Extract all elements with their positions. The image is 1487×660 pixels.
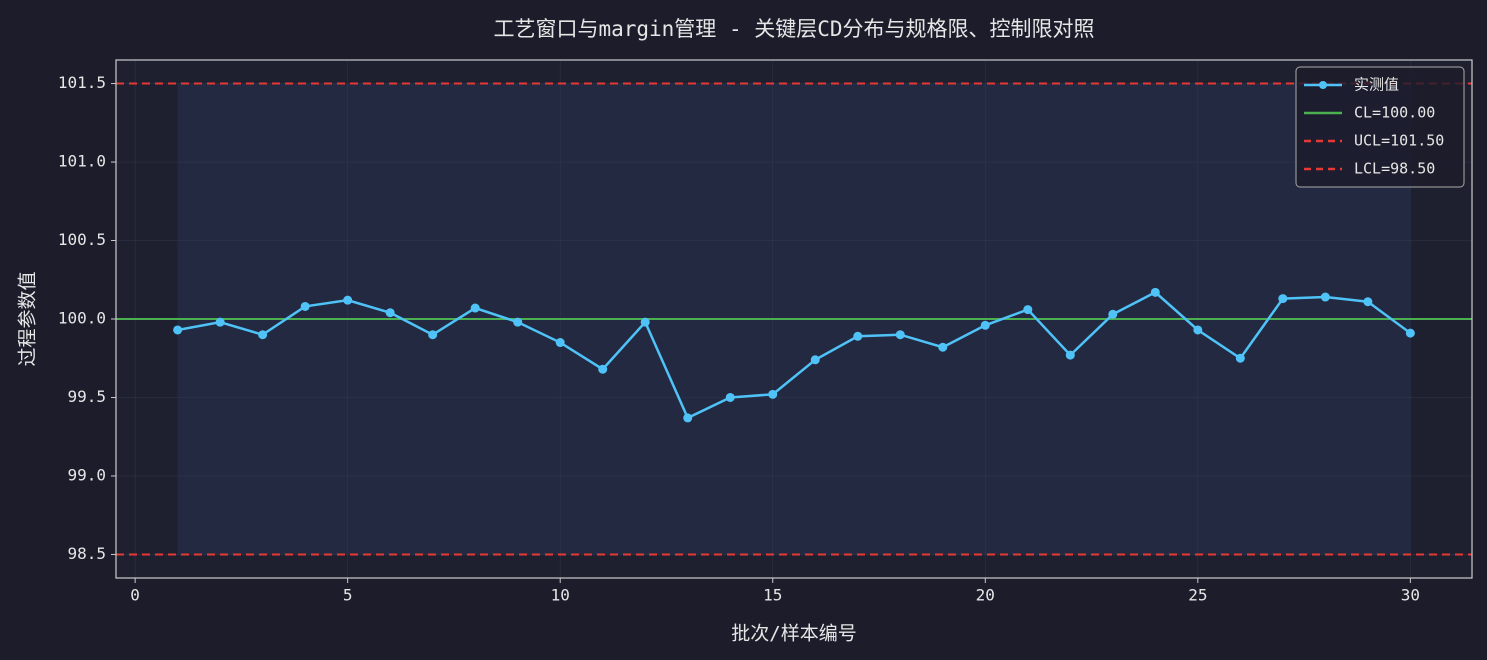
y-axis-label: 过程参数值 xyxy=(17,271,39,366)
data-point xyxy=(768,389,778,399)
legend-label: CL=100.00 xyxy=(1354,104,1435,122)
x-tick-label: 30 xyxy=(1401,586,1420,605)
data-line xyxy=(177,290,1412,420)
x-axis-label: 批次/样本编号 xyxy=(731,623,856,645)
data-point xyxy=(1363,297,1373,307)
y-tick-label: 98.5 xyxy=(67,544,106,563)
data-point xyxy=(173,325,183,335)
data-point xyxy=(1320,292,1330,302)
data-point xyxy=(555,338,565,348)
legend-box xyxy=(1295,66,1465,188)
x-tick-label: 20 xyxy=(976,586,995,605)
data-point xyxy=(343,295,353,305)
data-point xyxy=(1065,350,1075,360)
x-tick-label: 25 xyxy=(1188,586,1207,605)
y-tick-label: 100.0 xyxy=(58,309,106,328)
data-point xyxy=(598,364,608,374)
data-point xyxy=(810,355,820,365)
data-point xyxy=(428,330,438,340)
y-tick-label: 100.5 xyxy=(58,230,106,249)
data-point xyxy=(1108,309,1118,319)
data-point xyxy=(1193,325,1203,335)
data-point xyxy=(513,317,523,327)
data-point xyxy=(215,317,225,327)
x-tick-label: 0 xyxy=(130,586,140,605)
axes-frame xyxy=(115,59,1473,579)
data-point xyxy=(1278,294,1288,304)
x-tick-label: 10 xyxy=(551,586,570,605)
y-tick-label: 99.5 xyxy=(67,387,106,406)
chart-title: 工艺窗口与margin管理 - 关键层CD分布与规格限、控制限对照 xyxy=(493,17,1094,41)
legend: 实测值 CL=100.00 UCL=101.50 LCL=98.50 xyxy=(1295,66,1465,188)
data-point xyxy=(683,413,693,423)
data-point xyxy=(1235,353,1245,363)
data-point xyxy=(725,392,735,402)
legend-label: 实测值 xyxy=(1354,76,1399,94)
data-point xyxy=(385,308,395,318)
data-point xyxy=(895,330,905,340)
data-point xyxy=(1023,305,1033,315)
data-point xyxy=(258,330,268,340)
legend-label: UCL=101.50 xyxy=(1354,132,1444,150)
data-point xyxy=(853,331,863,341)
legend-marker xyxy=(1319,81,1327,89)
y-tick-label: 101.5 xyxy=(58,73,106,92)
data-point xyxy=(938,342,948,352)
y-tick-label: 101.0 xyxy=(58,152,106,171)
x-tick-label: 15 xyxy=(763,586,782,605)
y-tick-label: 99.0 xyxy=(67,465,106,484)
legend-label: LCL=98.50 xyxy=(1354,160,1435,178)
data-point xyxy=(1405,328,1415,338)
data-point xyxy=(640,317,650,327)
data-point xyxy=(1150,287,1160,297)
data-point xyxy=(470,303,480,313)
data-point xyxy=(300,301,310,311)
data-point xyxy=(980,320,990,330)
x-tick-label: 5 xyxy=(343,586,353,605)
